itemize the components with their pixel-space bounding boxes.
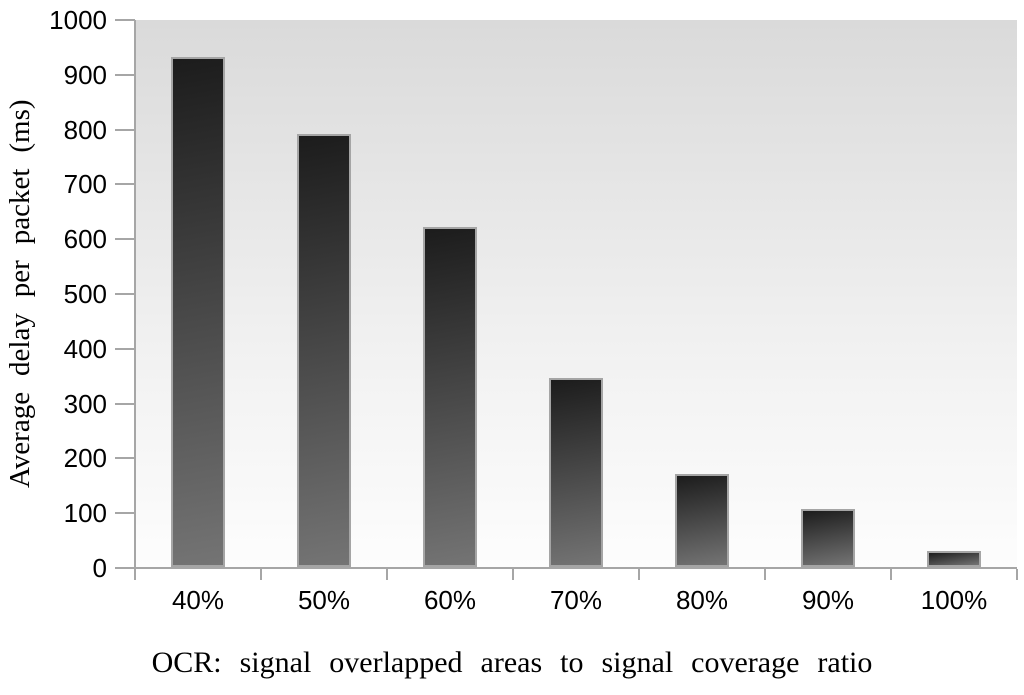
y-tick [115, 567, 135, 569]
y-tick-label: 0 [92, 553, 107, 583]
x-tick [764, 569, 766, 580]
x-tick [512, 569, 514, 580]
x-tick [134, 569, 136, 580]
y-tick-label: 600 [63, 224, 107, 255]
y-axis-line [134, 20, 136, 578]
x-category-label: 80% [675, 585, 729, 615]
x-axis-line [135, 567, 1017, 569]
y-tick-label: 300 [63, 388, 107, 419]
y-tick-label: 100 [63, 498, 107, 529]
y-tick [115, 238, 135, 241]
x-axis-title: OCR: signal overlapped areas to signal c… [151, 646, 873, 679]
bar [297, 134, 351, 567]
x-tick [1016, 569, 1018, 580]
y-tick-label: 500 [63, 279, 107, 309]
y-tick-label: 900 [63, 59, 107, 90]
bar [801, 509, 855, 567]
y-tick [115, 128, 135, 131]
y-tick [115, 457, 135, 460]
y-tick-label: 800 [63, 114, 107, 145]
x-category-label: 100% [920, 585, 988, 615]
x-tick [260, 569, 262, 580]
x-category-label: 60% [423, 585, 477, 615]
x-category-label: 70% [549, 585, 603, 615]
bar [549, 378, 603, 567]
bar [675, 474, 729, 567]
bar [171, 57, 225, 567]
x-tick [638, 569, 640, 580]
x-category-label: 40% [171, 585, 225, 615]
x-tick [890, 569, 892, 580]
y-tick [115, 512, 135, 515]
y-tick-label: 700 [63, 169, 107, 200]
x-category-label: 90% [801, 585, 855, 615]
y-tick [115, 293, 135, 295]
x-tick [386, 569, 388, 580]
y-tick-label: 400 [63, 333, 107, 364]
y-tick [115, 402, 135, 405]
y-tick [115, 347, 135, 350]
y-tick [115, 183, 135, 186]
y-tick-label: 1000 [49, 5, 107, 35]
y-tick-label: 200 [63, 443, 107, 474]
y-tick [115, 73, 135, 76]
bar [927, 551, 981, 567]
bar [423, 227, 477, 567]
y-tick [115, 19, 135, 21]
x-category-label: 50% [297, 585, 351, 615]
